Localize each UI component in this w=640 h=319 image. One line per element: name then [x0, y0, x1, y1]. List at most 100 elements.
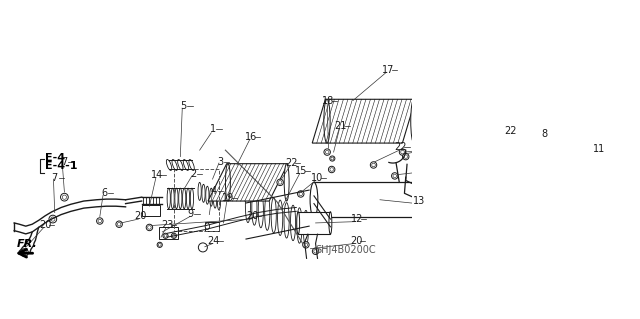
Text: SHJ4B0200C: SHJ4B0200C [315, 245, 376, 255]
Ellipse shape [183, 160, 189, 170]
Ellipse shape [166, 160, 172, 170]
Circle shape [172, 234, 175, 237]
Ellipse shape [225, 164, 230, 201]
Text: 22: 22 [504, 126, 516, 136]
Text: 22: 22 [285, 158, 298, 168]
Ellipse shape [171, 188, 174, 209]
Ellipse shape [291, 205, 296, 241]
Ellipse shape [284, 203, 289, 238]
Circle shape [61, 193, 68, 201]
Ellipse shape [411, 99, 417, 143]
Ellipse shape [284, 164, 289, 201]
Ellipse shape [198, 182, 201, 200]
Text: 18: 18 [323, 96, 335, 106]
Text: 24: 24 [207, 236, 220, 246]
Circle shape [62, 195, 67, 199]
Bar [205, 222, 219, 231]
Text: FR.: FR. [17, 239, 37, 249]
Text: E-4-1: E-4-1 [45, 161, 77, 171]
Ellipse shape [167, 188, 170, 209]
Ellipse shape [324, 99, 330, 143]
Circle shape [401, 150, 404, 154]
Circle shape [158, 243, 161, 246]
Circle shape [299, 192, 303, 196]
Ellipse shape [214, 190, 217, 208]
Circle shape [51, 217, 55, 221]
Text: 20: 20 [134, 211, 147, 221]
Ellipse shape [189, 160, 195, 170]
Text: 23: 23 [161, 220, 173, 230]
Circle shape [148, 226, 151, 229]
Circle shape [117, 222, 121, 226]
Circle shape [49, 215, 57, 223]
Circle shape [20, 249, 28, 256]
Circle shape [198, 243, 207, 252]
Text: 20: 20 [246, 211, 259, 221]
Ellipse shape [429, 182, 437, 217]
Circle shape [304, 243, 308, 247]
Text: 22: 22 [394, 142, 407, 152]
Text: 20: 20 [350, 236, 362, 246]
Text: 14: 14 [151, 170, 163, 180]
Circle shape [331, 157, 333, 160]
Circle shape [324, 149, 330, 155]
Circle shape [372, 163, 375, 167]
Bar [314, 182, 433, 217]
Ellipse shape [179, 188, 182, 209]
Text: 13: 13 [413, 196, 425, 206]
Text: E-4: E-4 [45, 153, 65, 163]
Text: 15: 15 [295, 167, 308, 176]
Text: 10: 10 [311, 173, 323, 183]
Circle shape [458, 150, 461, 154]
Ellipse shape [303, 210, 308, 246]
Circle shape [330, 156, 335, 161]
Ellipse shape [175, 188, 178, 209]
Circle shape [399, 149, 406, 155]
Circle shape [277, 179, 284, 186]
Circle shape [146, 224, 152, 231]
Text: 4: 4 [211, 186, 217, 196]
Text: 12: 12 [351, 214, 364, 224]
Ellipse shape [329, 212, 332, 234]
Ellipse shape [245, 187, 250, 223]
Ellipse shape [271, 197, 276, 233]
Circle shape [98, 219, 102, 223]
Bar [141, 205, 160, 217]
Ellipse shape [190, 188, 193, 209]
Ellipse shape [182, 188, 186, 209]
Circle shape [312, 248, 319, 255]
Circle shape [403, 153, 409, 160]
Circle shape [97, 218, 103, 224]
Ellipse shape [172, 160, 177, 170]
Circle shape [314, 249, 317, 253]
Circle shape [163, 233, 168, 238]
Text: 7: 7 [52, 173, 58, 183]
Text: 11: 11 [593, 144, 605, 154]
Circle shape [330, 168, 333, 171]
Ellipse shape [259, 192, 264, 228]
Circle shape [325, 150, 329, 154]
Text: 3: 3 [217, 157, 223, 167]
Ellipse shape [202, 184, 205, 202]
Text: 6: 6 [101, 188, 108, 198]
Circle shape [328, 166, 335, 173]
Bar [298, 212, 330, 234]
Circle shape [404, 155, 408, 158]
Text: 5: 5 [180, 101, 187, 111]
Ellipse shape [206, 186, 209, 204]
Text: 19: 19 [222, 193, 234, 204]
Circle shape [298, 191, 304, 197]
Circle shape [164, 234, 167, 237]
Ellipse shape [310, 182, 318, 217]
Ellipse shape [205, 223, 210, 229]
Text: 16: 16 [245, 132, 257, 142]
Text: 9: 9 [188, 209, 194, 219]
Circle shape [371, 162, 377, 168]
Text: 21: 21 [335, 121, 347, 131]
Text: 8: 8 [541, 129, 547, 139]
Ellipse shape [278, 200, 283, 235]
Polygon shape [312, 99, 415, 143]
Ellipse shape [178, 160, 183, 170]
Circle shape [456, 149, 463, 155]
Circle shape [393, 174, 397, 178]
